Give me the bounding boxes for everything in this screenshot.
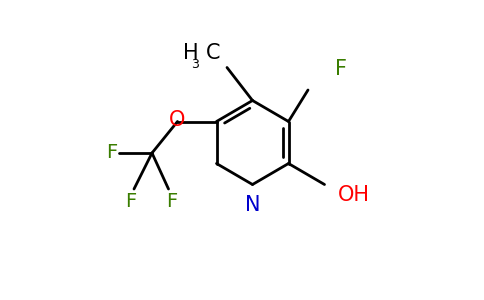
Text: N: N: [245, 195, 260, 215]
Text: 3: 3: [191, 58, 198, 70]
Text: O: O: [169, 110, 186, 130]
Text: C: C: [206, 43, 221, 63]
Text: F: F: [125, 192, 136, 211]
Text: H: H: [183, 43, 198, 63]
Text: F: F: [335, 59, 347, 79]
Text: F: F: [166, 192, 177, 211]
Text: F: F: [106, 143, 118, 163]
Text: OH: OH: [338, 185, 370, 205]
